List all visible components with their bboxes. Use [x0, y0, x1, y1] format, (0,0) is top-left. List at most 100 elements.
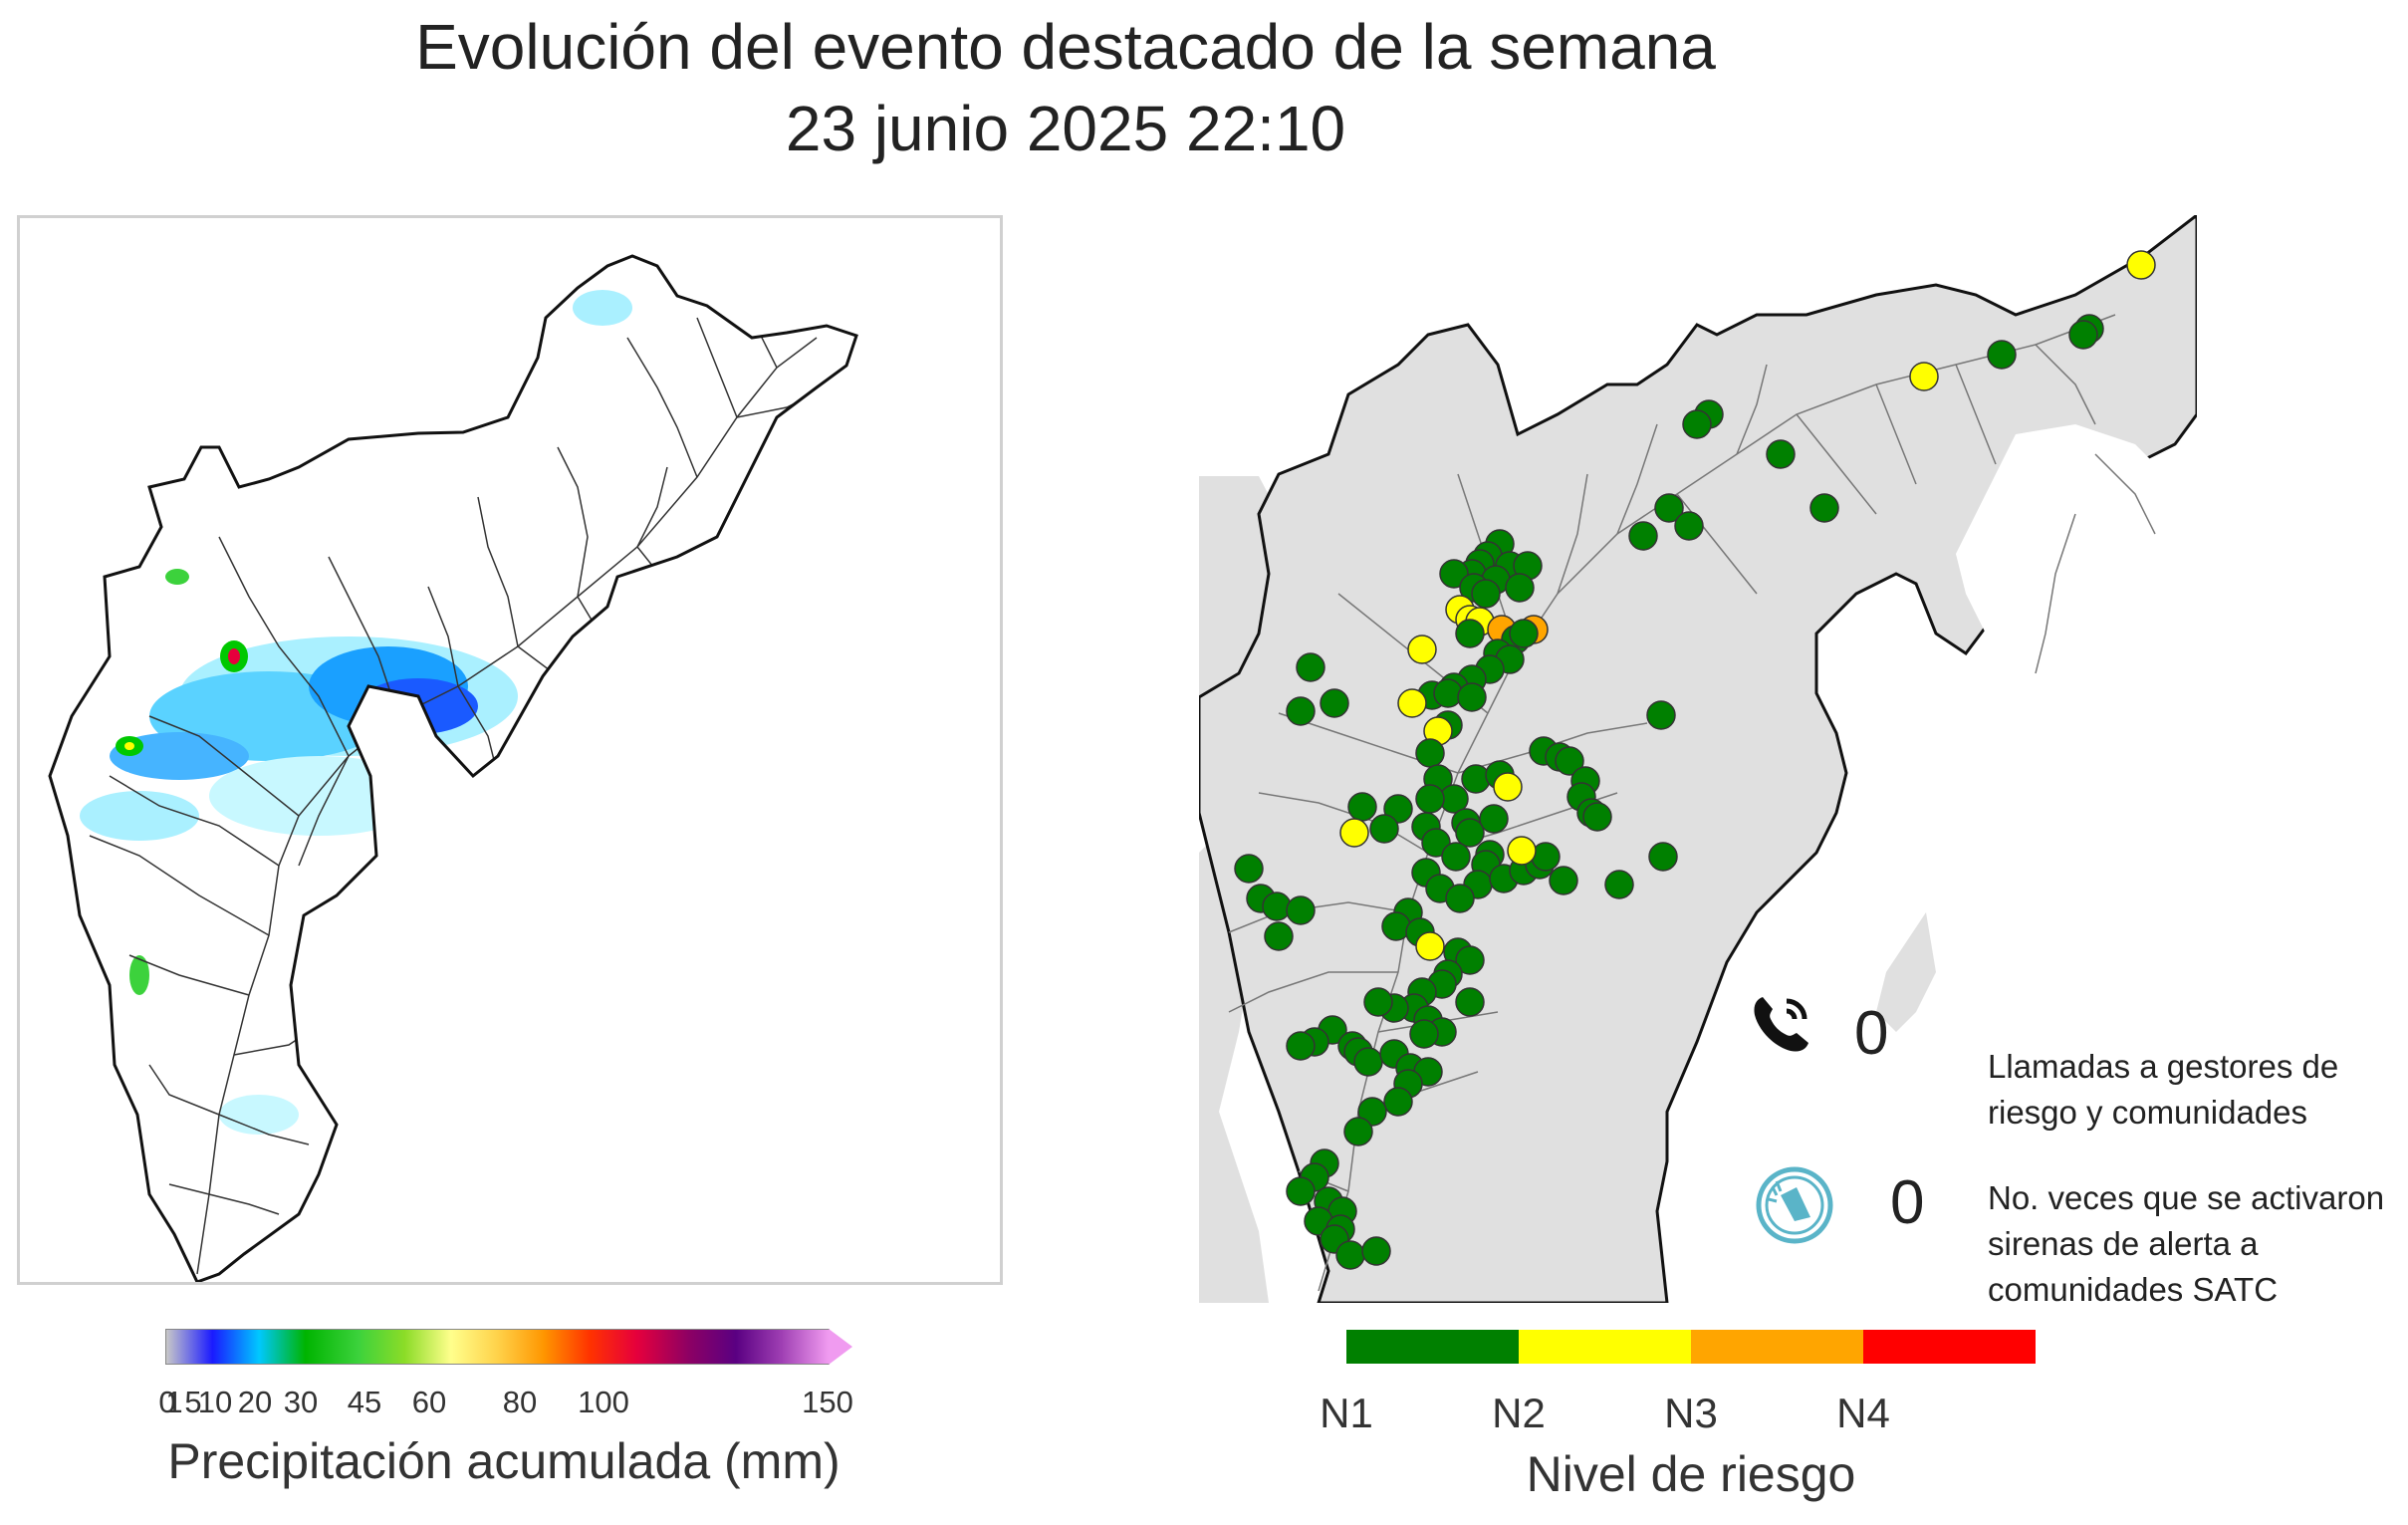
siren-icon: [1755, 1165, 1834, 1245]
risk-tick-label: N4: [1836, 1390, 1890, 1436]
precip-tick-label: 0: [158, 1385, 176, 1419]
risk-legend-label: Nivel de riesgo: [1526, 1446, 1856, 1502]
station-marker[interactable]: [1455, 619, 1485, 648]
precip-tick-label: 1: [165, 1385, 183, 1419]
station-marker[interactable]: [1461, 764, 1491, 794]
station-marker[interactable]: [1457, 682, 1487, 712]
station-marker[interactable]: [1433, 678, 1463, 708]
title-line-1: Evolución del evento destacado de la sem…: [415, 11, 1716, 83]
station-marker[interactable]: [1555, 746, 1584, 776]
station-marker[interactable]: [1505, 573, 1535, 603]
station-marker[interactable]: [1509, 619, 1539, 648]
precip-tick-label: 150: [802, 1385, 853, 1419]
risk-ticks: N1 N2 N3 N4: [1320, 1390, 2044, 1439]
risk-level-swatch: [1519, 1330, 1691, 1364]
station-marker[interactable]: [1343, 1117, 1373, 1146]
precip-tick-label: 80: [502, 1385, 538, 1419]
station-marker[interactable]: [1479, 804, 1509, 834]
station-marker[interactable]: [1493, 772, 1523, 802]
precipitation-legend-label: Precipitación acumulada (mm): [167, 1433, 841, 1489]
station-marker[interactable]: [1335, 1240, 1365, 1270]
station-marker[interactable]: [2126, 250, 2156, 280]
precip-tick-label: 30: [283, 1385, 319, 1419]
precip-tick-label: 45: [347, 1385, 382, 1419]
station-marker[interactable]: [1415, 738, 1445, 768]
risk-legend: N1 N2 N3 N4 Nivel de riesgo: [1320, 1330, 2044, 1509]
station-marker[interactable]: [1397, 688, 1427, 718]
station-marker[interactable]: [1549, 866, 1578, 895]
title-line-2: 23 junio 2025 22:10: [785, 93, 1346, 164]
station-marker[interactable]: [1286, 696, 1316, 726]
station-marker[interactable]: [1347, 792, 1377, 822]
station-marker[interactable]: [1604, 870, 1634, 899]
precip-tick-label: 60: [411, 1385, 447, 1419]
station-marker[interactable]: [1320, 688, 1349, 718]
risk-station-map[interactable]: [1199, 215, 2197, 1303]
calls-description: Llamadas a gestores de riesgo y comunida…: [1988, 1048, 2339, 1131]
white-subbasin: [1956, 424, 2165, 634]
station-marker[interactable]: [1357, 1097, 1387, 1127]
station-marker[interactable]: [1674, 511, 1704, 541]
page-title: Evolución del evento destacado de la sem…: [0, 6, 2131, 169]
station-marker[interactable]: [1471, 579, 1501, 609]
station-marker[interactable]: [1234, 854, 1264, 884]
calls-count: 0: [1854, 999, 1889, 1068]
station-marker[interactable]: [1264, 921, 1294, 951]
station-markers: [1234, 250, 2156, 1270]
station-marker[interactable]: [1407, 635, 1437, 664]
station-marker[interactable]: [1286, 895, 1316, 925]
station-marker[interactable]: [1361, 1236, 1391, 1266]
precip-tick-label: 10: [197, 1385, 233, 1419]
precipitation-ticks: 0 1 5 10 20 30 45 60 80 100 150: [158, 1385, 862, 1424]
precip-tick-label: 100: [578, 1385, 629, 1419]
station-marker[interactable]: [1766, 439, 1796, 469]
risk-tick-label: N1: [1320, 1390, 1373, 1436]
neighbor-region-east: [1876, 912, 1936, 1032]
risk-level-swatch: [1346, 1330, 1519, 1364]
precip-tick-label: 20: [237, 1385, 273, 1419]
station-marker[interactable]: [1383, 1087, 1413, 1117]
precipitation-map[interactable]: [17, 215, 1003, 1285]
risk-tick-label: N2: [1492, 1390, 1546, 1436]
station-marker[interactable]: [1455, 818, 1485, 848]
station-marker[interactable]: [1646, 700, 1676, 730]
colorbar-arrow: [829, 1329, 852, 1365]
station-marker[interactable]: [1455, 945, 1485, 975]
station-marker[interactable]: [1507, 836, 1537, 866]
station-marker[interactable]: [1286, 1031, 1316, 1061]
station-marker[interactable]: [1339, 818, 1369, 848]
station-marker[interactable]: [1409, 1019, 1439, 1049]
risk-level-swatch: [1691, 1330, 1863, 1364]
risk-tick-label: N3: [1664, 1390, 1718, 1436]
station-marker[interactable]: [1628, 521, 1658, 551]
station-marker[interactable]: [1353, 1047, 1383, 1077]
sirens-description: No. veces que se activaron sirenas de al…: [1988, 1179, 2385, 1308]
station-marker[interactable]: [1262, 891, 1292, 921]
station-marker[interactable]: [1909, 362, 1939, 391]
station-marker[interactable]: [1455, 987, 1485, 1017]
station-marker[interactable]: [1415, 931, 1445, 961]
precipitation-legend: 0 1 5 10 20 30 45 60 80 100 150 Precipitación acum…: [158, 1329, 862, 1489]
phone-icon: [1749, 991, 1814, 1057]
station-marker[interactable]: [1415, 784, 1445, 814]
station-marker[interactable]: [1582, 802, 1612, 832]
station-marker[interactable]: [1363, 987, 1393, 1017]
station-marker[interactable]: [1654, 493, 1684, 523]
station-marker[interactable]: [1682, 409, 1712, 439]
precip-tick-label: 5: [184, 1385, 202, 1419]
station-marker[interactable]: [1383, 794, 1413, 824]
river-network: [89, 287, 828, 1275]
station-marker[interactable]: [1987, 340, 2017, 370]
station-marker[interactable]: [1441, 842, 1471, 872]
station-marker[interactable]: [1421, 828, 1451, 858]
station-marker[interactable]: [1369, 814, 1399, 844]
station-marker[interactable]: [1439, 559, 1469, 589]
station-marker[interactable]: [1445, 884, 1475, 913]
station-marker[interactable]: [2068, 320, 2098, 350]
risk-colorbar: [1346, 1330, 2036, 1364]
station-marker[interactable]: [1648, 842, 1678, 872]
station-marker[interactable]: [1286, 1176, 1316, 1206]
precipitation-colorbar: [165, 1329, 830, 1365]
station-marker[interactable]: [1809, 493, 1839, 523]
station-marker[interactable]: [1296, 652, 1325, 682]
